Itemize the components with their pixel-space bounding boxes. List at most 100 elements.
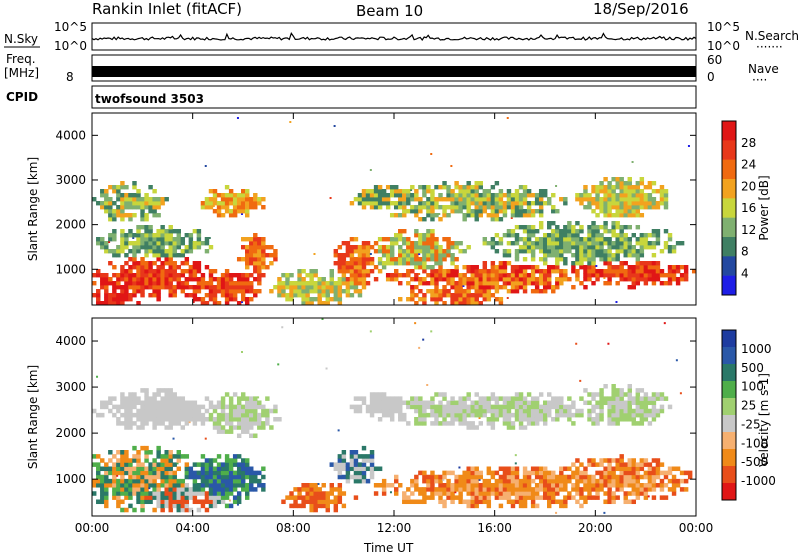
power-cell <box>611 177 616 182</box>
velocity-cell <box>627 499 632 505</box>
power-cell <box>277 281 282 286</box>
power-cell <box>434 253 439 258</box>
velocity-cell <box>116 503 121 509</box>
velocity-cell <box>152 466 157 472</box>
power-cell <box>389 257 395 262</box>
velocity-cell <box>100 474 105 480</box>
power-cell <box>434 237 439 242</box>
velocity-cell <box>659 392 665 397</box>
power-cell <box>136 245 141 250</box>
power-cell <box>156 253 161 258</box>
velocity-cell <box>426 400 431 406</box>
velocity-cell <box>140 404 145 410</box>
power-cell <box>595 233 600 238</box>
power-cell <box>204 165 207 167</box>
power-cell <box>635 225 641 230</box>
velocity-cell <box>301 495 306 500</box>
power-cell <box>273 257 278 262</box>
power-cell <box>385 257 391 262</box>
power-cell <box>559 277 564 282</box>
power-cell <box>305 285 310 290</box>
velocity-cell <box>309 483 314 488</box>
velocity-cell <box>148 404 153 410</box>
power-cell <box>551 253 556 258</box>
velocity-cell <box>373 396 379 401</box>
velocity-cell <box>273 417 278 422</box>
velocity-cell <box>671 474 677 480</box>
power-cell <box>563 249 568 254</box>
power-cell <box>394 277 399 282</box>
power-cell <box>538 193 544 198</box>
power-cell <box>631 161 634 163</box>
power-cell <box>216 281 222 286</box>
velocity-cell <box>422 417 427 422</box>
velocity-cell <box>204 495 210 500</box>
power-cell <box>482 201 488 206</box>
power-cell <box>683 273 689 278</box>
velocity-cell <box>643 400 649 406</box>
velocity-cell <box>168 421 173 426</box>
velocity-cell <box>623 483 628 488</box>
power-cell <box>160 273 165 278</box>
velocity-cell <box>184 503 190 509</box>
power-cell <box>353 285 359 290</box>
velocity-cell <box>547 499 552 505</box>
power-cell <box>591 273 596 278</box>
velocity-cell <box>228 404 234 410</box>
power-cell <box>96 301 101 306</box>
velocity-cell <box>281 499 286 505</box>
power-cell <box>498 273 504 278</box>
velocity-cell <box>603 499 608 505</box>
velocity-cell <box>418 421 423 426</box>
velocity-cell <box>172 421 177 426</box>
velocity-cell <box>228 478 234 484</box>
power-cell <box>369 261 375 266</box>
power-cell <box>671 269 677 274</box>
velocity-cell <box>563 408 568 414</box>
power-cell <box>410 253 415 258</box>
power-cell <box>466 205 471 210</box>
power-cell <box>414 193 419 198</box>
power-cell <box>506 281 512 286</box>
power-cell <box>547 233 552 238</box>
power-cell <box>422 193 427 198</box>
power-colorbar-tick: 8 <box>741 245 749 259</box>
power-cell <box>591 237 596 242</box>
velocity-cell <box>442 470 447 476</box>
power-cell <box>240 297 246 302</box>
velocity-cell <box>132 466 137 472</box>
velocity-cell <box>526 474 532 480</box>
power-cell <box>555 281 560 286</box>
velocity-cell <box>196 462 202 467</box>
velocity-cell <box>514 487 520 492</box>
power-cell <box>152 209 157 214</box>
velocity-cell <box>506 396 512 401</box>
velocity-cell <box>136 466 141 472</box>
power-cell <box>373 277 379 282</box>
velocity-cell <box>466 499 471 505</box>
power-cell <box>619 241 624 246</box>
velocity-cell <box>635 400 641 406</box>
power-cell <box>398 257 403 262</box>
power-cell <box>116 281 121 286</box>
velocity-cell <box>148 491 153 496</box>
velocity-cell <box>538 487 544 492</box>
velocity-cell <box>245 483 250 488</box>
power-cell <box>478 289 483 294</box>
velocity-cell <box>164 474 169 480</box>
velocity-cell <box>611 478 616 484</box>
velocity-cell <box>120 474 125 480</box>
power-cell <box>381 201 387 206</box>
power-cell <box>414 253 419 258</box>
power-cell <box>410 241 415 246</box>
power-cell <box>132 181 137 186</box>
velocity-cell <box>176 478 181 484</box>
velocity-cell <box>506 425 512 430</box>
power-cell <box>144 197 149 202</box>
velocity-cell <box>341 454 347 459</box>
velocity-cell <box>526 417 532 422</box>
power-cell <box>136 225 141 230</box>
velocity-cell <box>490 412 496 418</box>
power-cell <box>470 201 475 206</box>
power-cell <box>434 197 439 202</box>
